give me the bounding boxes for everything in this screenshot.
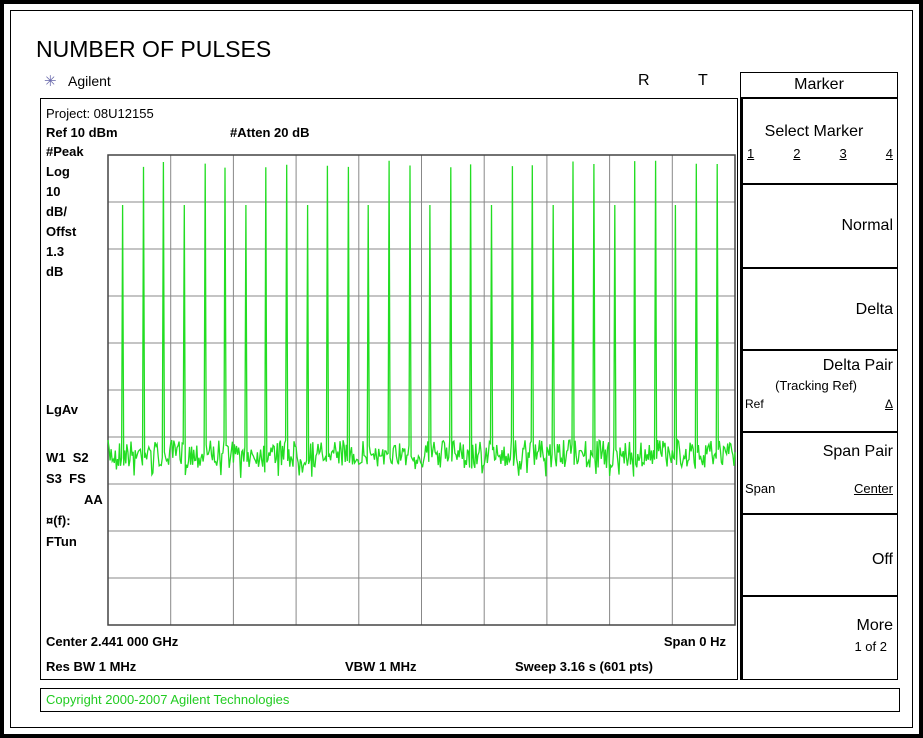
left-label: Offst	[46, 224, 77, 239]
brand: Agilent	[68, 73, 111, 89]
softkey-label: Off	[871, 551, 893, 568]
softkey-sub: (Tracking Ref)	[775, 378, 857, 393]
softkey[interactable]: Delta Pair (Tracking Ref) Ref Δ	[740, 350, 898, 432]
option: 1	[747, 146, 755, 161]
copyright: Copyright 2000-2007 Agilent Technologies	[46, 692, 290, 707]
screen	[40, 98, 738, 680]
softkey[interactable]: Span Pair Span Center	[740, 432, 898, 514]
left-label: 10	[46, 184, 61, 199]
span: Span 0 Hz	[663, 634, 726, 649]
logo: ✳	[44, 73, 57, 90]
softkey[interactable]: Select Marker 1 2 3 4	[740, 98, 898, 184]
left-label: Log	[46, 164, 70, 179]
res-bw: Res BW 1 MHz	[46, 659, 137, 674]
softkey-sub: 1 of 2	[854, 639, 887, 654]
status: FTun	[46, 534, 77, 549]
status: W1 S2	[46, 450, 89, 465]
softkey-label: Delta Pair	[822, 357, 893, 374]
menu-title: Marker	[794, 76, 844, 93]
softkey-left: Ref	[745, 397, 764, 411]
attenuation: #Atten 20 dB	[230, 125, 310, 140]
graticule-border	[107, 154, 736, 626]
project: Project: 08U12155	[46, 106, 154, 121]
ref-level: Ref 10 dBm	[46, 125, 118, 140]
softkey[interactable]: Normal	[740, 184, 898, 268]
center-freq: Center 2.441 000 GHz	[46, 634, 179, 649]
option: 4	[885, 146, 893, 161]
indicator: R	[638, 72, 650, 89]
trace	[107, 160, 736, 478]
option: 2	[793, 146, 801, 161]
menu-title-box: Marker	[740, 72, 898, 98]
left-label: 1.3	[46, 244, 65, 259]
softkey-left: Span	[745, 481, 776, 496]
copyright-box	[40, 688, 900, 712]
left-label: dB	[46, 264, 64, 279]
inner-frame	[10, 10, 913, 728]
status: ¤(f):	[46, 513, 71, 528]
left-label: dB/	[46, 204, 67, 219]
softkey-right: Δ	[884, 397, 893, 411]
vbw: VBW 1 MHz	[345, 659, 417, 674]
softkey-label: Delta	[855, 301, 893, 318]
sweep: Sweep 3.16 s (601 pts)	[515, 659, 654, 674]
softkey-label: Span Pair	[822, 443, 893, 460]
indicator: T	[698, 72, 708, 89]
option: 3	[839, 146, 847, 161]
lgav: LgAv	[46, 402, 79, 417]
status: S3 FS	[46, 471, 86, 486]
softkey-label: Select Marker	[764, 123, 864, 140]
softkey[interactable]: Off	[740, 514, 898, 596]
softkey[interactable]: Delta	[740, 268, 898, 350]
softkey[interactable]: More 1 of 2	[740, 596, 898, 680]
softkey-label: More	[856, 617, 893, 634]
page-title: NUMBER OF PULSES	[36, 36, 272, 62]
softkey-label: Normal	[841, 217, 893, 234]
status: AA	[84, 492, 103, 507]
left-label: #Peak	[46, 144, 84, 159]
option: 1 2 3 4	[747, 146, 893, 161]
softkey-right: Center	[853, 481, 893, 496]
